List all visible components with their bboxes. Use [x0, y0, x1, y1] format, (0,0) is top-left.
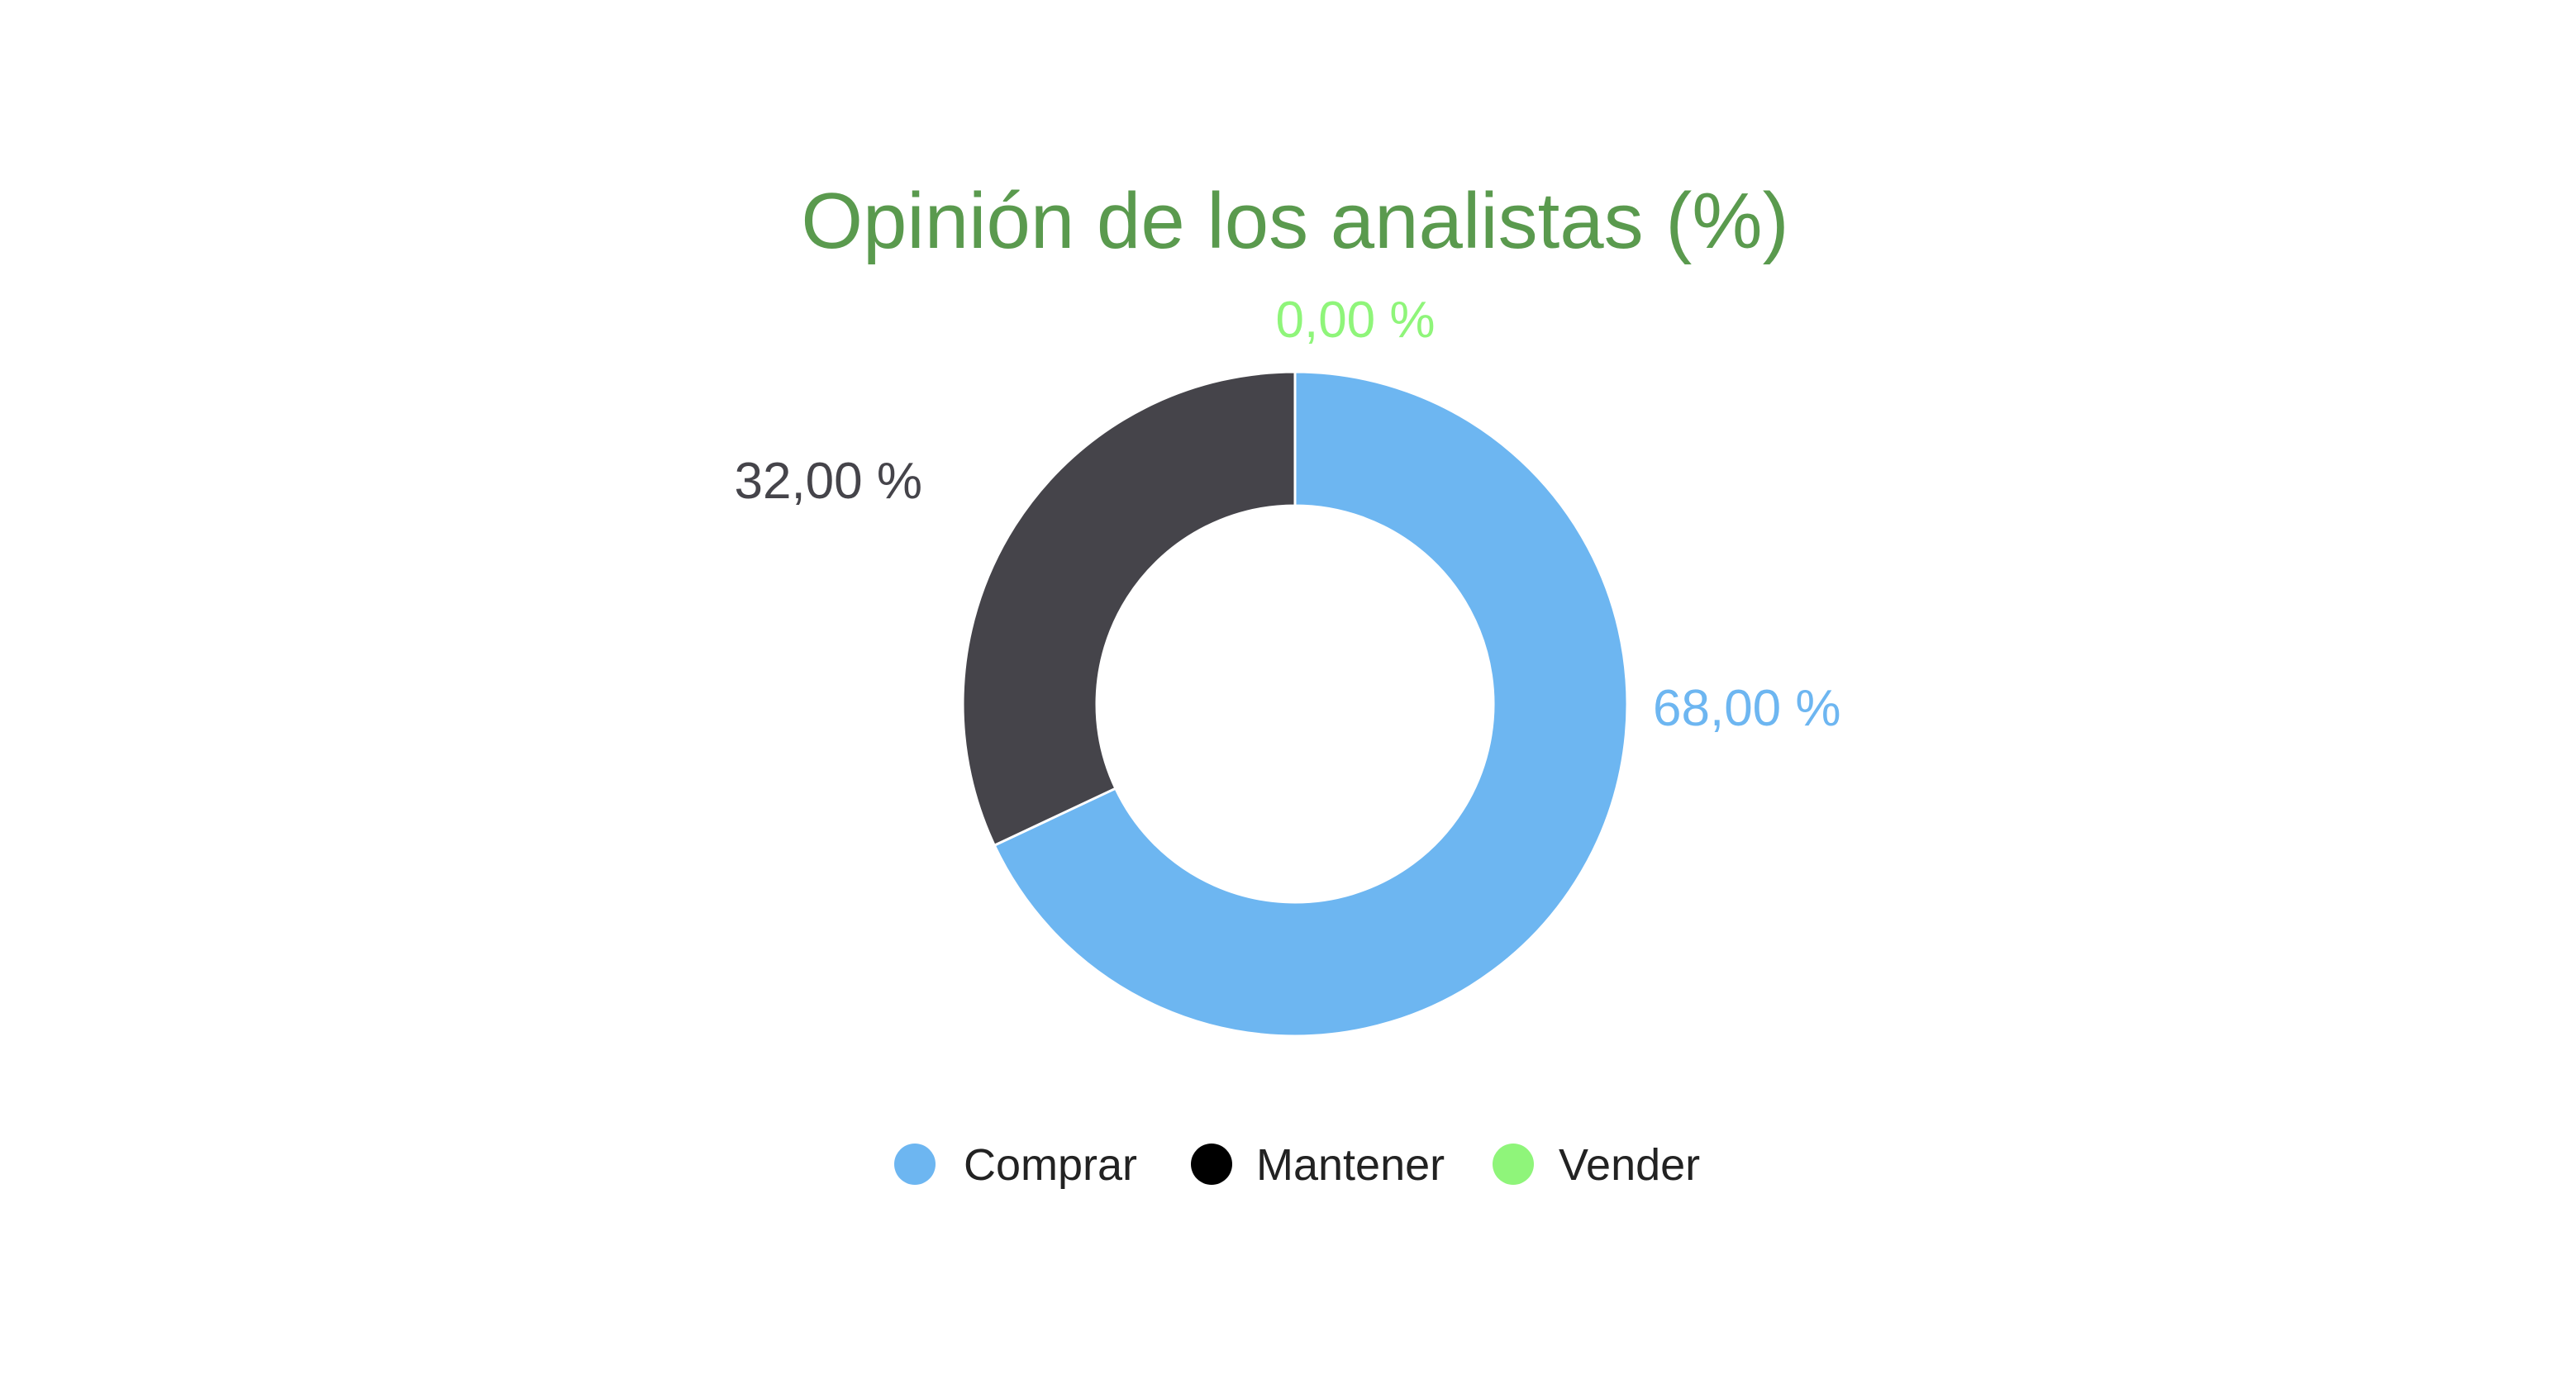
value-label-mantener: 32,00 % — [734, 453, 922, 510]
legend-marker-comprar — [894, 1144, 936, 1185]
value-label-comprar: 68,00 % — [1653, 680, 1841, 737]
value-labels: 68,00 % 32,00 % 0,00 % — [734, 292, 1840, 737]
legend-item-mantener[interactable]: Mantener — [1191, 1140, 1445, 1190]
legend-item-vender[interactable]: Vender — [1493, 1140, 1700, 1190]
donut-slices — [961, 370, 1629, 1038]
value-label-vender: 0,00 % — [1275, 292, 1435, 349]
legend-label-comprar: Comprar — [964, 1140, 1137, 1190]
legend-marker-mantener — [1191, 1144, 1232, 1185]
chart-title: Opinión de los analistas (%) — [801, 177, 1788, 265]
legend-marker-vender — [1493, 1144, 1534, 1185]
legend-item-comprar[interactable]: Comprar — [894, 1140, 1137, 1190]
legend-label-vender: Vender — [1559, 1140, 1700, 1190]
legend: Comprar Mantener Vender — [894, 1140, 1700, 1190]
legend-label-mantener: Mantener — [1256, 1140, 1445, 1190]
slice-comprar — [993, 370, 1629, 1038]
slice-mantener — [961, 370, 1297, 848]
